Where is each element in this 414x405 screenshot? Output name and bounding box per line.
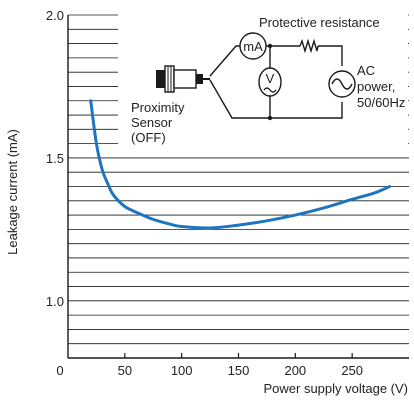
- y-tick-label-0: 1.0: [46, 294, 64, 309]
- x-tick-label-1: 50: [118, 363, 132, 378]
- junction-dot-bottom: [267, 115, 273, 121]
- sensor-label-line3: (OFF): [131, 130, 166, 145]
- x-tick-label-2: 100: [171, 363, 193, 378]
- sensor-label-line2: Sensor: [131, 115, 173, 130]
- series-line-0: [89, 99, 392, 230]
- sine-wave-icon: [331, 78, 353, 90]
- y-tick-label-2: 2.0: [46, 8, 64, 23]
- x-tick-label-5: 250: [341, 363, 363, 378]
- y-tick-label-1: 1.5: [46, 151, 64, 166]
- ac-power-label-line3: 50/60Hz: [357, 95, 405, 110]
- wire-bottom: [209, 79, 343, 119]
- sensor-label-line1: Proximity: [131, 100, 185, 115]
- series-layer: [89, 99, 392, 230]
- axes-layer: 0 50 100 150 200 250 1.0 1.5 2.0: [46, 8, 409, 378]
- wire-top-left: [209, 45, 240, 77]
- ac-power-label-line2: power,: [357, 79, 395, 94]
- milliammeter-label: mA: [243, 39, 263, 54]
- voltmeter-wave-icon: [263, 87, 277, 93]
- junction-dot-top: [267, 43, 273, 49]
- circuit-diagram: Protective resistance mA V: [118, 10, 408, 145]
- x-tick-label-0: 0: [56, 363, 63, 378]
- voltmeter-label: V: [266, 71, 275, 86]
- protective-resistance-label: Protective resistance: [259, 15, 380, 30]
- x-tick-label-4: 200: [284, 363, 306, 378]
- wire-resistor-to-source: [318, 45, 343, 66]
- x-axis-title: Power supply voltage (V): [263, 381, 408, 396]
- milliammeter-icon: [239, 32, 267, 60]
- resistor-zigzag: [299, 38, 319, 54]
- proximity-sensor-icon: [156, 65, 210, 93]
- ac-power-label-line1: AC: [357, 63, 375, 78]
- x-tick-label-3: 150: [228, 363, 250, 378]
- y-axis-title: Leakage current (mA): [5, 129, 20, 255]
